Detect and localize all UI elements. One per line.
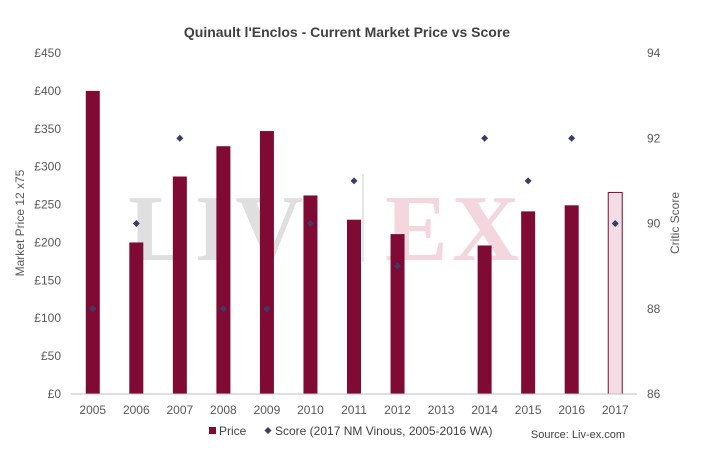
right-tick-label: 86 [647,387,661,401]
price-bar [390,234,405,394]
x-tick-label: 2014 [471,403,498,417]
score-point [306,220,314,227]
x-tick-label: 2011 [341,403,367,417]
left-tick-label: £300 [34,160,61,174]
x-tick-label: 2009 [254,403,281,417]
score-point [611,220,619,227]
x-axis-ticks: 2005 2006 2007 2008 2009 2010 2011 2012 2013 2014… [79,403,628,417]
left-tick-label: £150 [34,273,61,287]
liv-ex-watermark: LIV EX [128,174,524,281]
price-bar [129,242,144,394]
price-bar [172,176,187,394]
left-tick-label: £350 [34,122,61,136]
score-point [263,305,271,313]
score-point [394,262,402,270]
left-tick-label: £100 [34,311,61,325]
score-point [481,134,489,142]
left-tick-label: £0 [48,387,62,401]
right-tick-label: 88 [647,302,661,316]
right-axis-title: Critic Score [668,192,682,254]
left-tick-label: £200 [34,235,61,249]
right-tick-label: 94 [647,46,661,60]
left-axis-ticks: £0 £50 £100 £150 £200 £250 £300 £350 £400 £450 [34,46,61,401]
left-tick-label: £50 [41,349,61,363]
score-points [89,134,619,313]
x-tick-label: 2016 [558,403,585,417]
price-bar [216,146,231,394]
svg-text:LIV: LIV [128,177,307,281]
svg-text:EX: EX [385,177,524,281]
price-bar [347,219,361,394]
x-tick-label: 2006 [123,403,150,417]
x-tick-label: 2007 [166,403,193,417]
score-point [219,305,227,313]
x-tick-label: 2012 [384,403,411,417]
price-bar [259,131,274,394]
x-tick-label: 2010 [297,403,324,417]
score-point [176,134,184,142]
score-point [132,220,140,227]
x-tick-label: 2008 [210,403,237,417]
left-axis-title: Market Price 12 x75 [13,169,27,276]
x-tick-label: 2015 [515,403,542,417]
left-tick-label: £400 [34,84,61,98]
chart-title: Quinault l'Enclos - Current Market Price… [184,24,510,40]
price-bars [85,90,623,395]
price-bar [477,245,492,394]
x-tick-label: 2017 [602,403,629,417]
score-point [350,177,358,185]
legend-price-swatch [209,427,216,434]
right-axis-ticks: 86 88 90 92 94 [647,46,661,401]
source-note: Source: Liv-ex.com [531,429,625,441]
legend: Price Score (2017 NM Vinous, 2005-2016 W… [209,424,492,438]
x-tick-label: 2005 [79,403,106,417]
legend-score-label: Score (2017 NM Vinous, 2005-2016 WA) [275,424,492,438]
right-tick-label: 92 [647,131,661,145]
price-bar [303,195,318,394]
price-bar [521,211,536,394]
price-bar [85,90,100,394]
left-tick-label: £450 [34,46,61,60]
score-point [524,177,532,185]
left-tick-label: £250 [34,198,61,212]
right-tick-label: 90 [647,217,661,231]
score-point [568,134,576,142]
legend-price-label: Price [219,424,247,438]
price-bar [564,205,579,394]
x-tick-label: 2013 [428,403,455,417]
legend-score-marker [264,427,272,434]
score-point [89,305,97,313]
